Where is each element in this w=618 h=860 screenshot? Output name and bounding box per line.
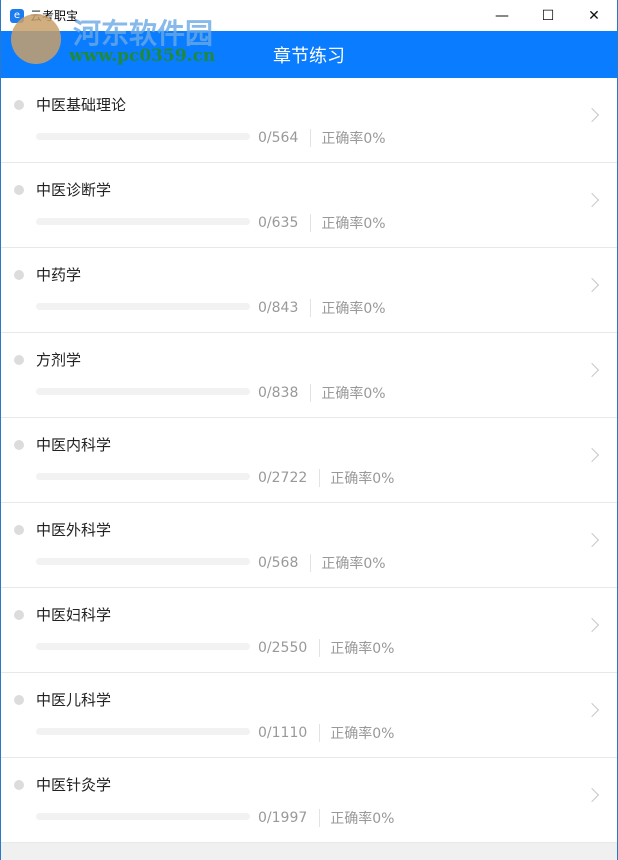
accuracy: 正确率0% xyxy=(330,471,395,487)
status-dot xyxy=(14,440,24,450)
chapter-name: 方剂学 xyxy=(36,351,82,369)
chapter-name: 中医儿科学 xyxy=(36,691,112,709)
progress-count: 0/838 xyxy=(258,385,299,401)
chevron-right-icon xyxy=(584,617,600,633)
window-title: 云考职宝 xyxy=(30,9,79,23)
chapter-row[interactable]: 中药学 0/843 正确率0% xyxy=(1,248,617,333)
chapter-name: 中医基础理论 xyxy=(36,96,127,114)
progress-bar xyxy=(36,218,250,225)
page-header: 章节练习 xyxy=(1,31,617,78)
divider xyxy=(319,724,321,742)
progress-count: 0/1997 xyxy=(258,810,308,826)
accuracy: 正确率0% xyxy=(321,216,386,232)
page-title: 章节练习 xyxy=(273,45,345,67)
minimize-button[interactable]: — xyxy=(495,7,509,24)
progress-count: 0/843 xyxy=(258,300,299,316)
maximize-button[interactable]: ☐ xyxy=(541,7,555,24)
divider xyxy=(310,384,312,402)
status-dot xyxy=(14,270,24,280)
chapter-row[interactable]: 中医诊断学 0/635 正确率0% xyxy=(1,163,617,248)
chapter-name: 中医内科学 xyxy=(36,436,112,454)
progress-bar xyxy=(36,643,250,650)
status-dot xyxy=(14,695,24,705)
title-bar: e 云考职宝 — ☐ ✕ xyxy=(1,0,617,31)
divider xyxy=(319,809,321,827)
chapter-name: 中药学 xyxy=(36,266,82,284)
status-dot xyxy=(14,185,24,195)
status-dot xyxy=(14,100,24,110)
accuracy: 正确率0% xyxy=(321,131,386,147)
status-dot xyxy=(14,780,24,790)
accuracy: 正确率0% xyxy=(330,811,395,827)
chapter-name: 中医外科学 xyxy=(36,521,112,539)
progress-count: 0/564 xyxy=(258,130,299,146)
chevron-right-icon xyxy=(584,277,600,293)
status-dot xyxy=(14,525,24,535)
progress-bar xyxy=(36,303,250,310)
progress-bar xyxy=(36,558,250,565)
status-dot xyxy=(14,610,24,620)
chevron-right-icon xyxy=(584,532,600,548)
chapter-row[interactable]: 中医儿科学 0/1110 正确率0% xyxy=(1,673,617,758)
status-dot xyxy=(14,355,24,365)
progress-count: 0/568 xyxy=(258,555,299,571)
chapter-row[interactable]: 中医妇科学 0/2550 正确率0% xyxy=(1,588,617,673)
chapter-name: 中医诊断学 xyxy=(36,181,112,199)
progress-bar xyxy=(36,388,250,395)
chevron-right-icon xyxy=(584,447,600,463)
chevron-right-icon xyxy=(584,362,600,378)
chapter-row[interactable]: 方剂学 0/838 正确率0% xyxy=(1,333,617,418)
accuracy: 正确率0% xyxy=(330,641,395,657)
chapter-name: 中医针灸学 xyxy=(36,776,112,794)
accuracy: 正确率0% xyxy=(321,301,386,317)
chapter-list: 中医基础理论 0/564 正确率0% 中医诊断学 0/635 正确率0% 中药学 0… xyxy=(1,78,617,843)
chapter-name: 中医妇科学 xyxy=(36,606,112,624)
divider xyxy=(310,129,312,147)
progress-bar xyxy=(36,728,250,735)
accuracy: 正确率0% xyxy=(321,386,386,402)
chevron-right-icon xyxy=(584,702,600,718)
progress-count: 0/2722 xyxy=(258,470,308,486)
progress-count: 0/635 xyxy=(258,215,299,231)
chapter-row[interactable]: 中医针灸学 0/1997 正确率0% xyxy=(1,758,617,843)
progress-bar xyxy=(36,133,250,140)
divider xyxy=(310,214,312,232)
chevron-right-icon xyxy=(584,107,600,123)
progress-count: 0/2550 xyxy=(258,640,308,656)
progress-bar xyxy=(36,473,250,480)
accuracy: 正确率0% xyxy=(330,726,395,742)
chapter-row[interactable]: 中医基础理论 0/564 正确率0% xyxy=(1,78,617,163)
chapter-row[interactable]: 中医内科学 0/2722 正确率0% xyxy=(1,418,617,503)
app-icon: e xyxy=(10,8,24,23)
divider xyxy=(319,639,321,657)
progress-bar xyxy=(36,813,250,820)
chapter-row[interactable]: 中医外科学 0/568 正确率0% xyxy=(1,503,617,588)
chevron-right-icon xyxy=(584,787,600,803)
footer-bar xyxy=(1,843,617,860)
divider xyxy=(310,299,312,317)
divider xyxy=(319,469,321,487)
divider xyxy=(310,554,312,572)
progress-count: 0/1110 xyxy=(258,725,308,741)
accuracy: 正确率0% xyxy=(321,556,386,572)
close-button[interactable]: ✕ xyxy=(588,7,600,24)
chevron-right-icon xyxy=(584,192,600,208)
